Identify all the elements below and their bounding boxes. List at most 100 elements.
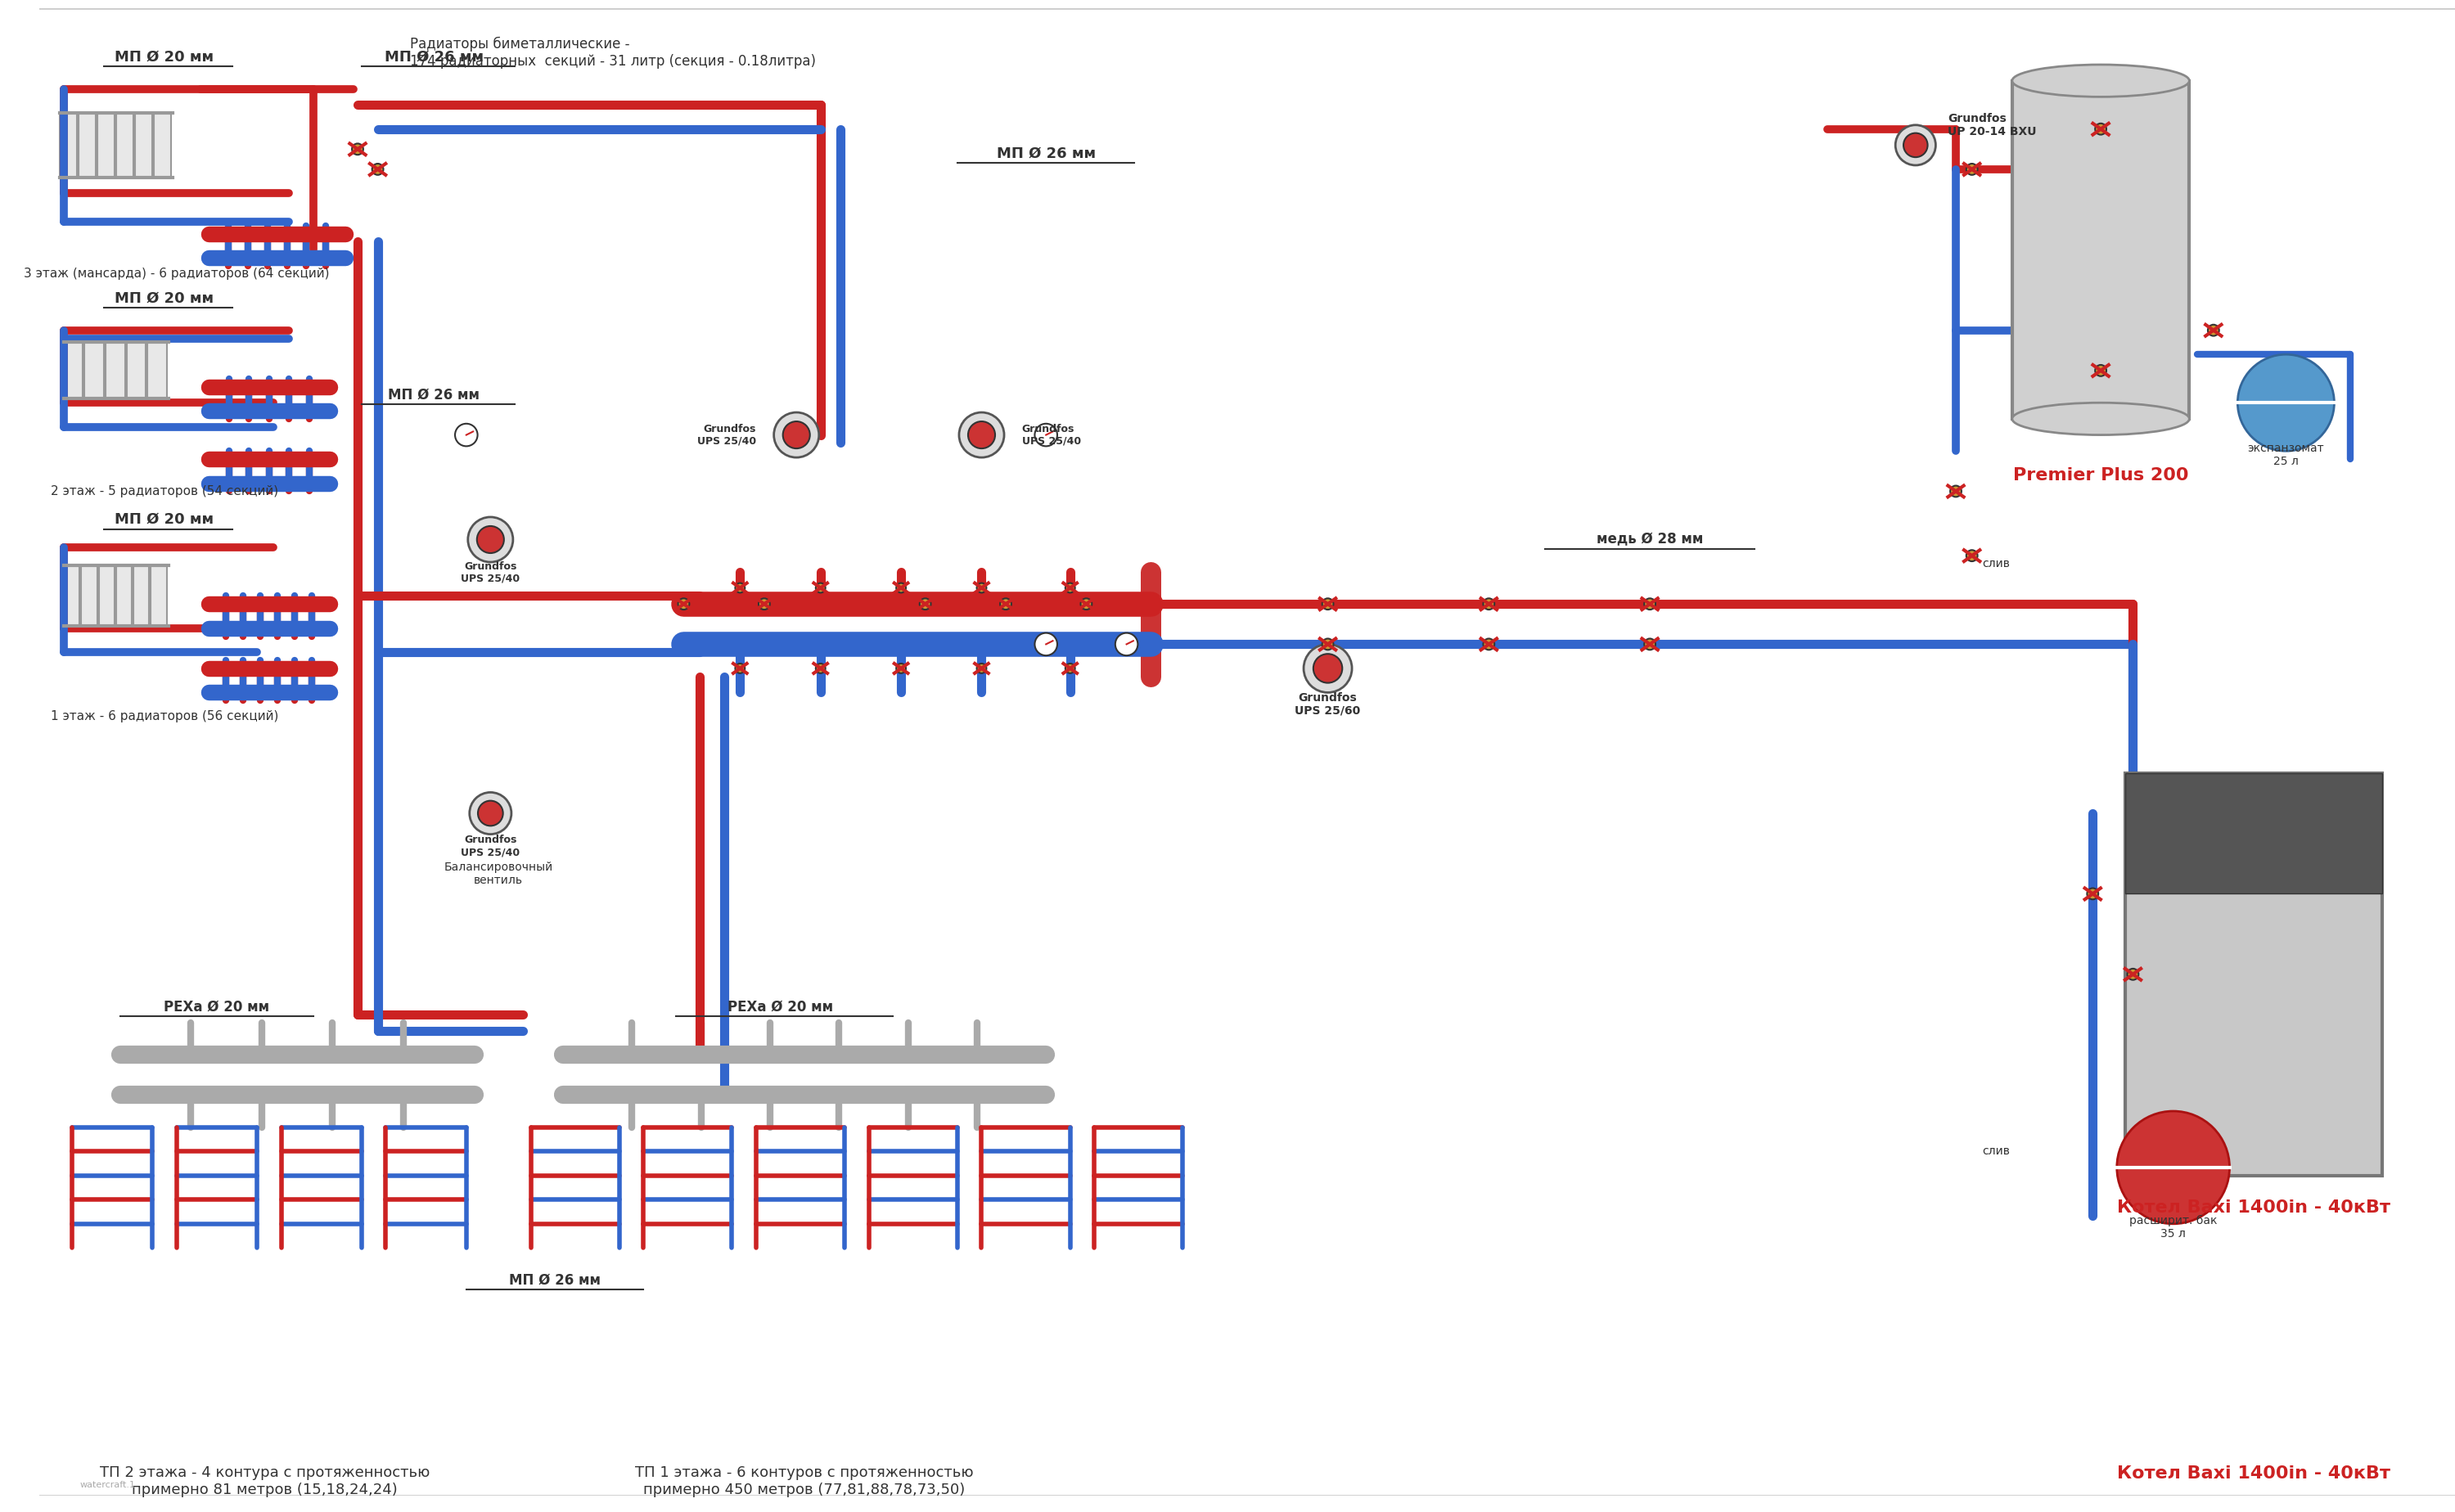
Bar	[155, 113, 172, 177]
Text: МП Ø 26 мм: МП Ø 26 мм	[997, 145, 1095, 160]
Text: Grundfos
UPS 25/40: Grundfos UPS 25/40	[462, 835, 520, 857]
Bar	[147, 342, 167, 399]
Ellipse shape	[2013, 402, 2190, 435]
Circle shape	[1949, 485, 1962, 497]
Circle shape	[1323, 599, 1333, 609]
Circle shape	[454, 423, 479, 446]
Circle shape	[469, 517, 513, 562]
Circle shape	[734, 664, 744, 673]
Circle shape	[773, 413, 820, 458]
Circle shape	[1483, 638, 1495, 650]
Text: медь Ø 28 мм: медь Ø 28 мм	[1596, 532, 1704, 547]
Circle shape	[815, 584, 825, 593]
Circle shape	[1895, 125, 1935, 165]
Text: watercraft.1: watercraft.1	[81, 1482, 135, 1489]
Bar	[79, 113, 96, 177]
Circle shape	[2094, 364, 2106, 376]
Text: слив: слив	[1981, 558, 2011, 570]
Bar	[64, 565, 79, 626]
Circle shape	[351, 144, 363, 154]
Text: МП Ø 26 мм: МП Ø 26 мм	[508, 1273, 601, 1288]
Bar	[64, 342, 83, 399]
Bar	[2126, 773, 2381, 894]
Circle shape	[977, 584, 987, 593]
Circle shape	[759, 599, 771, 609]
Text: Grundfos
UPS 25/40: Grundfos UPS 25/40	[1021, 423, 1080, 446]
Bar	[128, 342, 145, 399]
Bar	[135, 113, 152, 177]
Circle shape	[1115, 634, 1137, 656]
Circle shape	[1065, 664, 1075, 673]
Bar	[83, 342, 103, 399]
Circle shape	[734, 584, 744, 593]
Text: МП Ø 20 мм: МП Ø 20 мм	[115, 513, 214, 526]
Text: РЕХа Ø 20 мм: РЕХа Ø 20 мм	[727, 999, 832, 1015]
Bar	[81, 565, 98, 626]
Text: расширит. бак
35 л: расширит. бак 35 л	[2128, 1216, 2217, 1240]
Circle shape	[815, 664, 825, 673]
Text: Grundfos
UPS 25/40: Grundfos UPS 25/40	[462, 561, 520, 584]
Circle shape	[1323, 638, 1333, 650]
Bar	[133, 565, 150, 626]
Bar	[98, 565, 115, 626]
Circle shape	[1903, 133, 1927, 157]
Text: слив: слив	[1981, 1146, 2011, 1157]
Circle shape	[2087, 888, 2099, 900]
Bar	[2126, 773, 2381, 1175]
Bar	[115, 565, 133, 626]
Bar	[59, 113, 76, 177]
Circle shape	[999, 599, 1011, 609]
Circle shape	[469, 792, 511, 835]
Circle shape	[1645, 599, 1655, 609]
Circle shape	[678, 599, 690, 609]
Text: Котел Baxi 1400in - 40кВт: Котел Baxi 1400in - 40кВт	[2116, 1199, 2391, 1216]
Circle shape	[960, 413, 1004, 458]
Text: МП Ø 26 мм: МП Ø 26 мм	[388, 387, 479, 402]
Circle shape	[1065, 584, 1075, 593]
Text: 2 этаж - 5 радиаторов (54 секций): 2 этаж - 5 радиаторов (54 секций)	[52, 485, 277, 497]
Text: РЕХа Ø 20 мм: РЕХа Ø 20 мм	[164, 999, 270, 1015]
Text: экспанзомат
25 л: экспанзомат 25 л	[2249, 443, 2325, 467]
Circle shape	[1034, 423, 1058, 446]
Ellipse shape	[2013, 65, 2190, 97]
Circle shape	[2207, 325, 2219, 336]
Text: ТП 2 этажа - 4 контура с протяженностью
примерно 81 метров (15,18,24,24): ТП 2 этажа - 4 контура с протяженностью …	[101, 1465, 430, 1497]
Circle shape	[2128, 969, 2138, 980]
Bar	[98, 113, 115, 177]
Circle shape	[1966, 550, 1979, 561]
Text: Балансировочный
вентиль: Балансировочный вентиль	[444, 862, 552, 886]
Circle shape	[2094, 124, 2106, 135]
Text: МП Ø 20 мм: МП Ø 20 мм	[115, 50, 214, 64]
Text: Радиаторы биметаллические -
174 радиаторных  секций - 31 литр (секция - 0.18литр: Радиаторы биметаллические - 174 радиатор…	[410, 36, 815, 68]
Circle shape	[1034, 634, 1058, 656]
Bar	[2013, 80, 2190, 419]
Circle shape	[896, 664, 906, 673]
Circle shape	[2116, 1111, 2229, 1223]
Circle shape	[1304, 644, 1353, 692]
Text: Grundfos
UPS 25/40: Grundfos UPS 25/40	[697, 423, 756, 446]
Bar	[106, 342, 125, 399]
Text: Premier Plus 200: Premier Plus 200	[2013, 467, 2187, 484]
Circle shape	[967, 422, 994, 449]
Text: 3 этаж (мансарда) - 6 радиаторов (64 секций): 3 этаж (мансарда) - 6 радиаторов (64 сек…	[25, 268, 329, 280]
Circle shape	[1313, 653, 1343, 683]
Circle shape	[373, 163, 383, 175]
Bar	[39, 1473, 2455, 1495]
Circle shape	[2237, 354, 2335, 451]
Bar	[150, 565, 167, 626]
Text: МП Ø 26 мм: МП Ø 26 мм	[385, 50, 484, 64]
Circle shape	[921, 599, 930, 609]
Text: Grundfos
UP 20-14 BXU: Grundfos UP 20-14 BXU	[1947, 113, 2038, 138]
Text: ТП 1 этажа - 6 контуров с протяженностью
примерно 450 метров (77,81,88,78,73,50): ТП 1 этажа - 6 контуров с протяженностью…	[636, 1465, 975, 1497]
Text: Котел Baxi 1400in - 40кВт: Котел Baxi 1400in - 40кВт	[2116, 1465, 2391, 1482]
Circle shape	[1483, 599, 1495, 609]
Circle shape	[896, 584, 906, 593]
Text: МП Ø 20 мм: МП Ø 20 мм	[115, 290, 214, 305]
Circle shape	[1966, 163, 1979, 175]
Circle shape	[783, 422, 810, 449]
Text: 1 этаж - 6 радиаторов (56 секций): 1 этаж - 6 радиаторов (56 секций)	[52, 711, 277, 723]
Circle shape	[977, 664, 987, 673]
Text: Grundfos
UPS 25/60: Grundfos UPS 25/60	[1294, 692, 1360, 717]
Circle shape	[1645, 638, 1655, 650]
Bar	[115, 113, 133, 177]
